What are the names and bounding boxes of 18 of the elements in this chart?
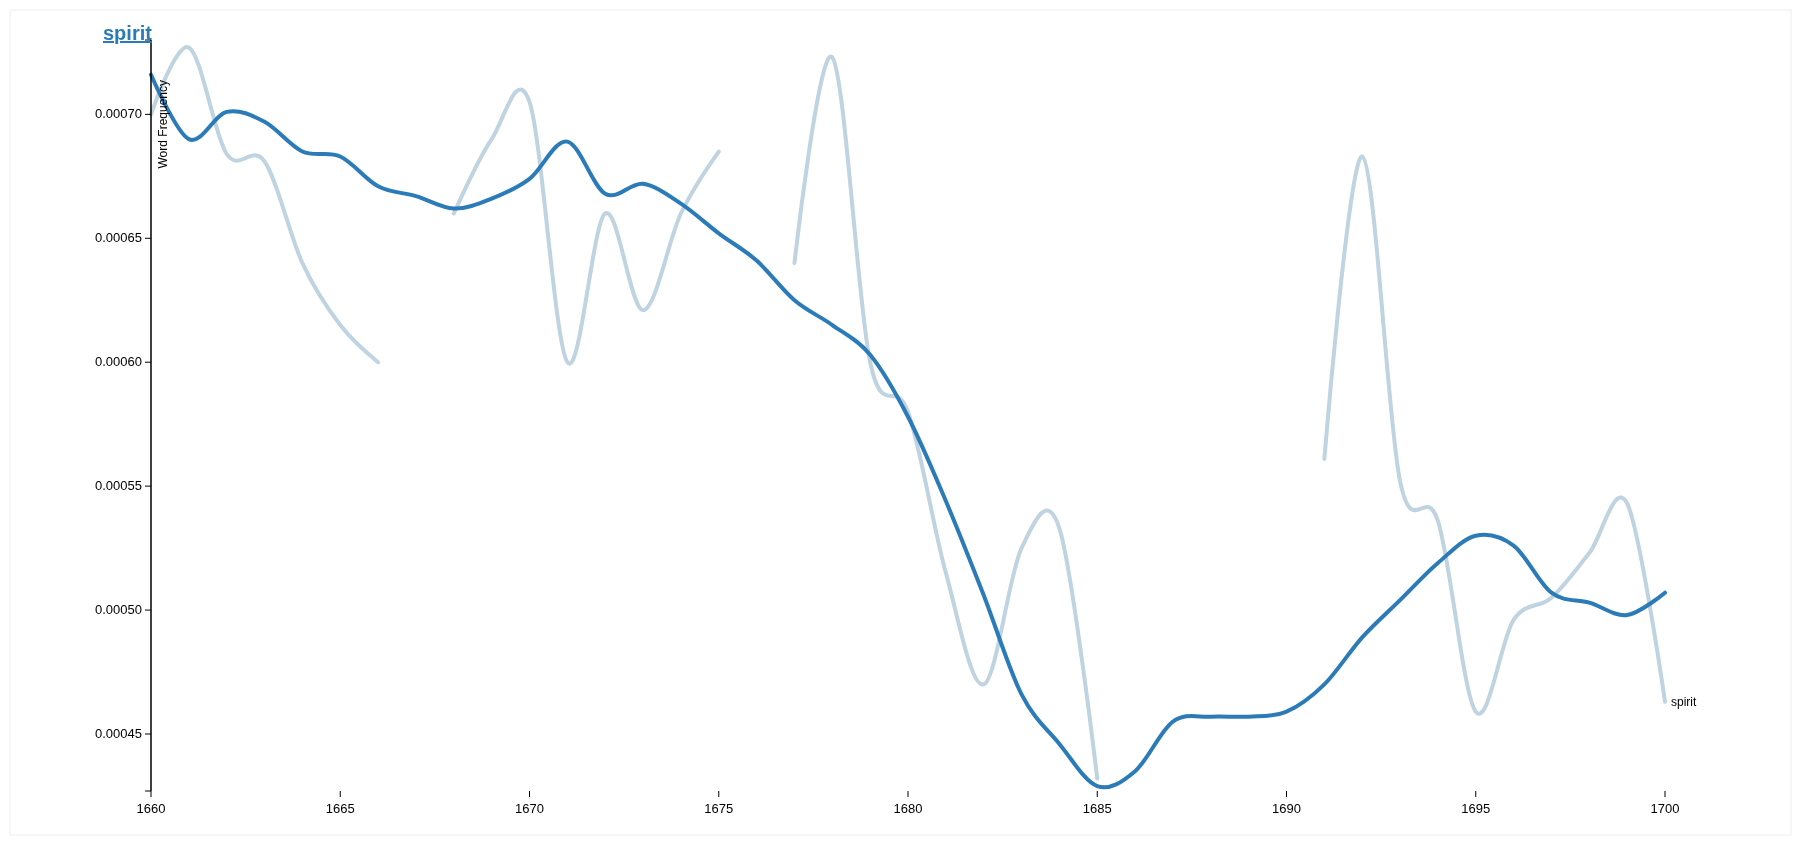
- x-tick-label: 1695: [1461, 801, 1491, 816]
- y-axis-title: Word Frequency: [156, 80, 170, 169]
- x-tick-label: 1700: [1650, 801, 1680, 816]
- x-tick-label: 1670: [515, 801, 544, 816]
- chart-title: spirit: [103, 22, 153, 44]
- y-tick-label: 0.00070: [95, 106, 142, 122]
- x-tick-label: 1685: [1082, 801, 1112, 816]
- series-label: spirit: [1671, 694, 1697, 709]
- y-tick-label: 0.00045: [95, 725, 142, 741]
- y-tick-label: 0.00060: [95, 354, 142, 370]
- x-tick-label: 1675: [704, 801, 734, 816]
- x-tick-label: 1690: [1272, 801, 1301, 816]
- y-tick-label: 0.00055: [95, 478, 142, 494]
- x-tick-label: 1680: [893, 801, 923, 816]
- x-tick-label: 1660: [136, 801, 166, 816]
- y-tick-label: 0.00065: [95, 230, 142, 246]
- y-tick-label: 0.00050: [95, 602, 142, 618]
- x-tick-label: 1665: [325, 801, 355, 816]
